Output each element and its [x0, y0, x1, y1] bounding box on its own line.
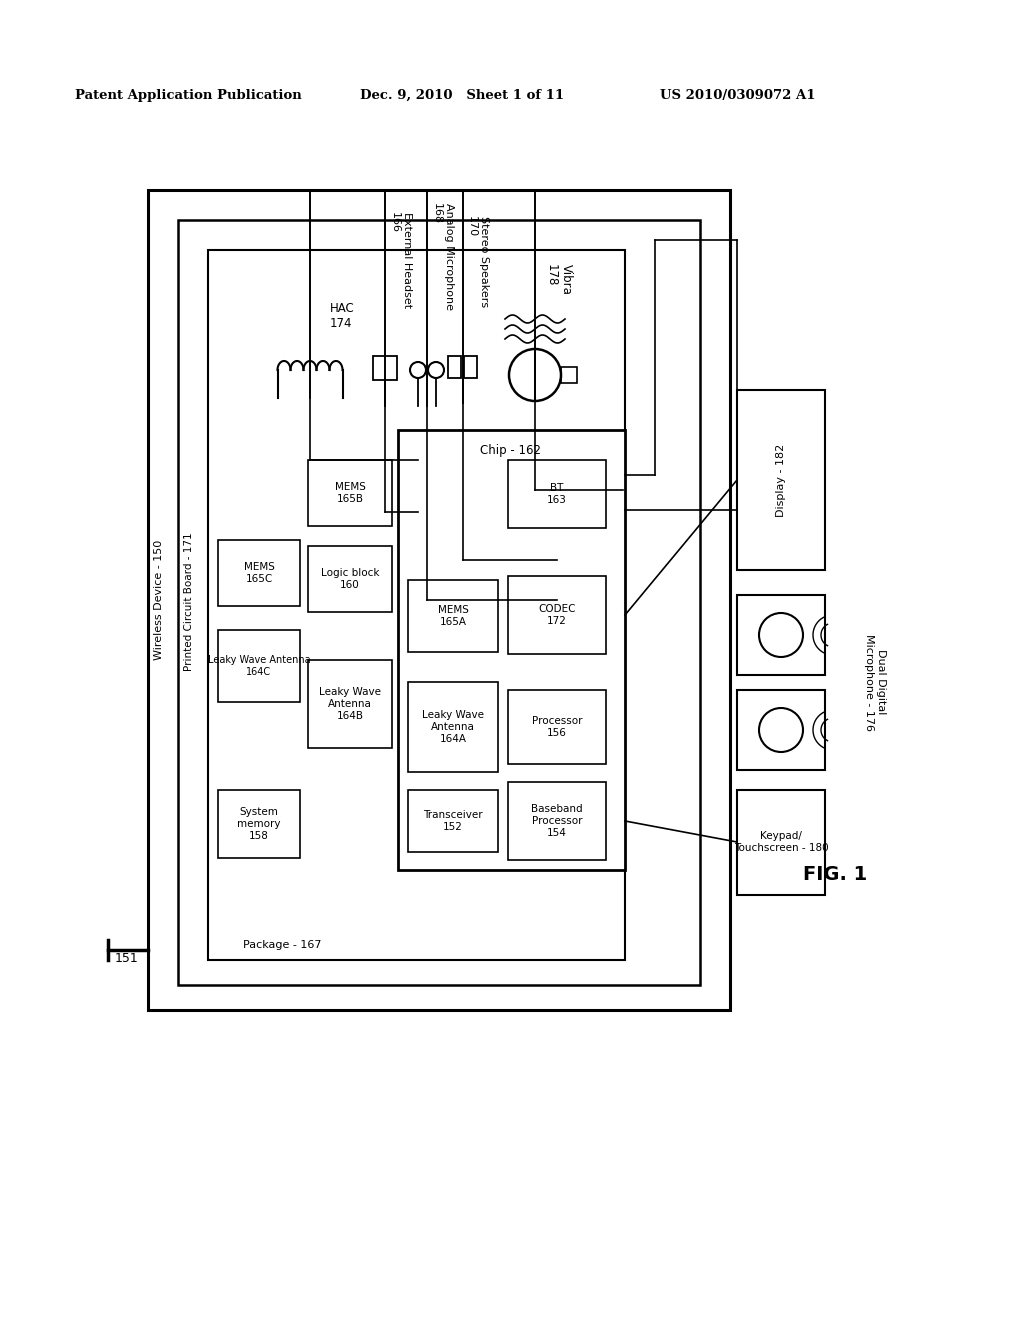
Bar	[308, 660, 392, 748]
Text: FIG. 1: FIG. 1	[803, 866, 867, 884]
Bar	[508, 781, 606, 861]
Bar	[308, 546, 392, 612]
Bar	[148, 190, 730, 1010]
Text: Patent Application Publication: Patent Application Publication	[75, 88, 302, 102]
Text: MEMS
165C: MEMS 165C	[244, 562, 274, 583]
Text: 151: 151	[115, 952, 138, 965]
Text: External Headset
166: External Headset 166	[390, 213, 412, 308]
Bar	[398, 430, 625, 870]
Text: Display - 182: Display - 182	[776, 444, 786, 516]
Bar	[508, 690, 606, 764]
Text: Logic block
160: Logic block 160	[321, 568, 379, 590]
Text: Keypad/
Touchscreen - 180: Keypad/ Touchscreen - 180	[733, 832, 828, 853]
Bar	[737, 690, 825, 770]
Bar	[737, 789, 825, 895]
Text: Leaky Wave
Antenna
164B: Leaky Wave Antenna 164B	[319, 688, 381, 721]
Text: Chip - 162: Chip - 162	[480, 444, 542, 457]
Text: MEMS
165A: MEMS 165A	[437, 605, 468, 627]
Text: US 2010/0309072 A1: US 2010/0309072 A1	[660, 88, 815, 102]
Text: System
memory
158: System memory 158	[238, 808, 281, 841]
Bar	[737, 389, 825, 570]
Text: MEMS
165B: MEMS 165B	[335, 482, 366, 504]
Text: BT
163: BT 163	[547, 483, 567, 504]
Bar	[508, 576, 606, 653]
Text: HAC
174: HAC 174	[330, 302, 354, 330]
Text: Leaky Wave Antenna
164C: Leaky Wave Antenna 164C	[208, 655, 310, 677]
Text: Dec. 9, 2010   Sheet 1 of 11: Dec. 9, 2010 Sheet 1 of 11	[360, 88, 564, 102]
Bar	[737, 595, 825, 675]
Bar	[464, 356, 477, 378]
Text: Printed Circuit Board - 171: Printed Circuit Board - 171	[184, 533, 194, 672]
Bar	[308, 459, 392, 525]
Text: Baseband
Processor
154: Baseband Processor 154	[531, 804, 583, 838]
Bar	[408, 682, 498, 772]
Text: Analog Microphone
168: Analog Microphone 168	[432, 203, 454, 310]
Bar	[218, 630, 300, 702]
Text: CODEC
172: CODEC 172	[539, 605, 575, 626]
Bar	[218, 540, 300, 606]
Bar	[208, 249, 625, 960]
Bar	[561, 367, 577, 383]
Text: Leaky Wave
Antenna
164A: Leaky Wave Antenna 164A	[422, 710, 484, 743]
Bar	[218, 789, 300, 858]
Bar	[449, 356, 461, 378]
Bar	[508, 459, 606, 528]
Text: Dual Digital
Microphone - 176: Dual Digital Microphone - 176	[864, 634, 886, 730]
Text: Processor
156: Processor 156	[531, 717, 583, 738]
Text: Vibra
178: Vibra 178	[545, 264, 573, 294]
Text: Stereo Speakers
170: Stereo Speakers 170	[467, 216, 488, 308]
Bar	[178, 220, 700, 985]
Text: Package - 167: Package - 167	[243, 940, 322, 950]
Bar	[408, 789, 498, 851]
Bar	[373, 356, 397, 380]
Text: Transceiver
152: Transceiver 152	[423, 810, 482, 832]
Text: Wireless Device - 150: Wireless Device - 150	[154, 540, 164, 660]
Bar	[408, 579, 498, 652]
